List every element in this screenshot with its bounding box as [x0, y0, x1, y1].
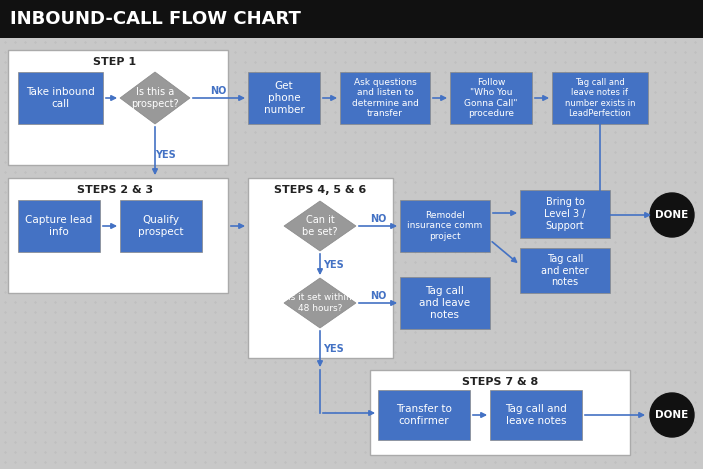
Text: Tag call and
leave notes: Tag call and leave notes [505, 404, 567, 426]
Text: Is it set within
48 hours?: Is it set within 48 hours? [288, 293, 352, 313]
Polygon shape [284, 201, 356, 251]
FancyBboxPatch shape [8, 50, 228, 165]
Text: NO: NO [370, 214, 386, 224]
Text: Tag call
and enter
notes: Tag call and enter notes [541, 254, 589, 287]
Text: YES: YES [323, 260, 343, 270]
FancyBboxPatch shape [552, 72, 648, 124]
Text: Is this a
prospect?: Is this a prospect? [131, 87, 179, 109]
Text: Tag call and
leave notes if
number exists in
LeadPerfection: Tag call and leave notes if number exist… [565, 78, 636, 118]
FancyBboxPatch shape [340, 72, 430, 124]
Text: Remodel
insurance comm
project: Remodel insurance comm project [407, 211, 483, 241]
Text: Take inbound
call: Take inbound call [26, 87, 95, 109]
FancyBboxPatch shape [378, 390, 470, 440]
Text: Qualify
prospect: Qualify prospect [138, 215, 183, 237]
FancyBboxPatch shape [490, 390, 582, 440]
Text: INBOUND-CALL FLOW CHART: INBOUND-CALL FLOW CHART [10, 10, 301, 28]
FancyBboxPatch shape [0, 0, 703, 38]
FancyBboxPatch shape [8, 178, 228, 293]
Text: Tag call
and leave
notes: Tag call and leave notes [420, 287, 470, 319]
FancyBboxPatch shape [520, 190, 610, 238]
Text: Ask questions
and listen to
determine and
transfer: Ask questions and listen to determine an… [352, 78, 418, 118]
FancyBboxPatch shape [248, 72, 320, 124]
Text: Can it
be set?: Can it be set? [302, 215, 337, 237]
Text: STEPS 7 & 8: STEPS 7 & 8 [462, 377, 538, 387]
Text: STEPS 2 & 3: STEPS 2 & 3 [77, 185, 153, 195]
Text: DONE: DONE [655, 410, 689, 420]
FancyBboxPatch shape [18, 72, 103, 124]
FancyBboxPatch shape [18, 200, 100, 252]
Text: Follow
"Who You
Gonna Call"
procedure: Follow "Who You Gonna Call" procedure [464, 78, 517, 118]
Text: YES: YES [323, 344, 343, 354]
Text: STEPS 4, 5 & 6: STEPS 4, 5 & 6 [274, 185, 366, 195]
FancyBboxPatch shape [400, 277, 490, 329]
Text: Transfer to
confirmer: Transfer to confirmer [396, 404, 452, 426]
FancyBboxPatch shape [520, 248, 610, 293]
Text: YES: YES [155, 150, 175, 160]
Circle shape [650, 393, 694, 437]
Text: Capture lead
info: Capture lead info [25, 215, 93, 237]
FancyBboxPatch shape [450, 72, 532, 124]
FancyBboxPatch shape [120, 200, 202, 252]
Text: DONE: DONE [655, 210, 689, 220]
Polygon shape [120, 72, 190, 124]
FancyBboxPatch shape [248, 178, 393, 358]
Polygon shape [284, 278, 356, 328]
Text: STEP 1: STEP 1 [93, 57, 136, 67]
Text: NO: NO [370, 291, 386, 301]
Text: Get
phone
number: Get phone number [264, 82, 304, 114]
Circle shape [650, 193, 694, 237]
FancyBboxPatch shape [370, 370, 630, 455]
Text: Bring to
Level 3 /
Support: Bring to Level 3 / Support [544, 197, 586, 231]
Text: NO: NO [209, 86, 226, 96]
FancyBboxPatch shape [400, 200, 490, 252]
